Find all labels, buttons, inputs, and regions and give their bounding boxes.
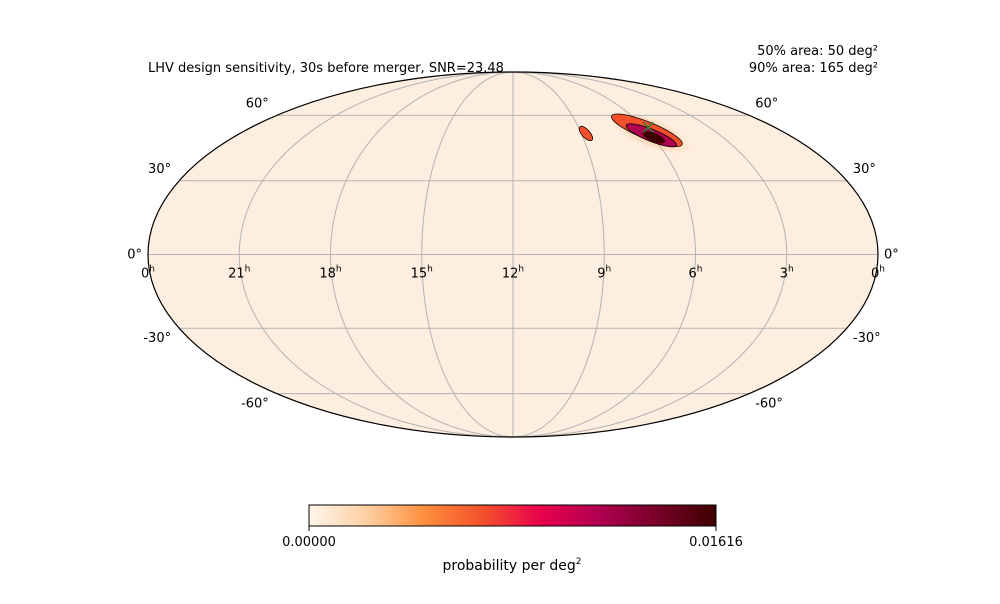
dec-tick-label-right: 60°	[755, 96, 778, 111]
ra-tick-label: 6h	[689, 265, 703, 282]
true-location-marker	[642, 121, 654, 133]
colorbar-label-sup: 2	[576, 557, 582, 567]
secondary-region	[578, 125, 594, 142]
chart-title: LHV design sensitivity, 30s before merge…	[148, 61, 504, 76]
dec-tick-label-left: -60°	[241, 397, 269, 412]
ra-tick-label: 18h	[319, 265, 341, 282]
ra-tick-label: 15h	[411, 265, 433, 282]
primary-region-peak	[642, 131, 666, 144]
ra-tick-label: 12h	[502, 265, 524, 282]
dec-tick-label-left: -30°	[143, 331, 171, 346]
marker-stroke	[642, 121, 654, 133]
dec-tick-label-left: 0°	[127, 248, 142, 263]
axis-tick-labels: 0h 21h 18h 15h 12h 9h 6h 3h 0h 60° 60° 30° 30° 0° 0° -3…	[127, 96, 899, 411]
colorbar-min-label: 0.00000	[282, 535, 336, 550]
ra-tick-label: 0h	[141, 265, 155, 282]
ra-tick-label: 0h	[871, 265, 885, 282]
ra-tick-label: 3h	[780, 265, 794, 282]
ra-tick-label: 9h	[597, 265, 611, 282]
dec-tick-label-right: 30°	[853, 162, 876, 177]
colorbar-max-label: 0.01616	[689, 535, 743, 550]
area-90-label: 90% area: 165 deg²	[749, 61, 878, 76]
colorbar-gradient	[308, 504, 717, 527]
colorbar-label: probability per deg2	[443, 557, 582, 574]
area-50-label: 50% area: 50 deg²	[757, 44, 878, 59]
dec-tick-label-right: -60°	[755, 397, 783, 412]
probability-regions	[578, 111, 692, 155]
sky-outline	[147, 71, 879, 438]
colorbar-label-main: probability per deg	[443, 558, 576, 574]
dec-tick-label-right: 0°	[884, 248, 899, 263]
graticule	[148, 72, 878, 437]
ra-tick-label: 21h	[228, 265, 250, 282]
dec-tick-label-left: 30°	[148, 162, 171, 177]
dec-tick-label-right: -30°	[853, 331, 881, 346]
colorbar: 0.00000 0.01616 probability per deg2	[282, 504, 743, 574]
dec-tick-label-left: 60°	[246, 96, 269, 111]
